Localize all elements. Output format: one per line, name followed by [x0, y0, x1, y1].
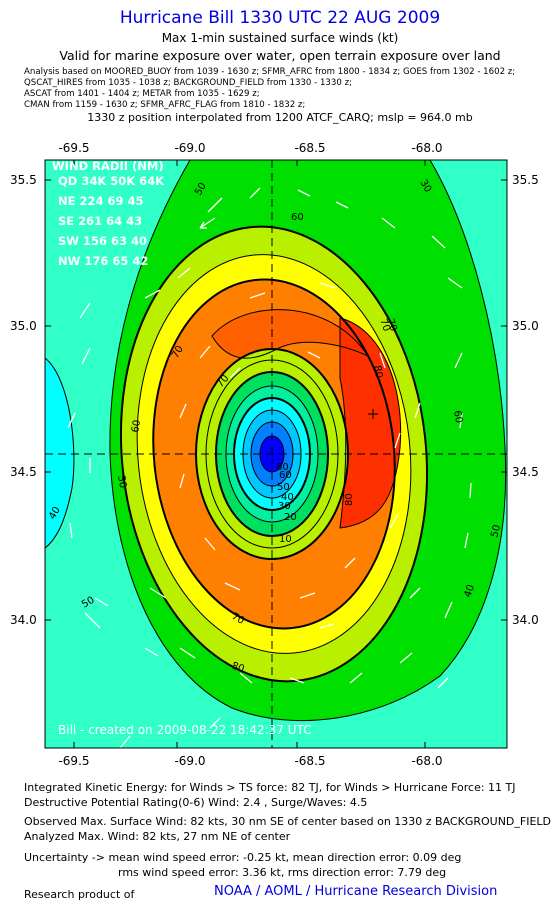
uncertainty-rms-line: rms wind speed error: 3.36 kt, rms direc… — [118, 866, 447, 879]
contour-label: 80 — [344, 493, 355, 506]
lat-tick-label-right: 35.0 — [512, 319, 539, 333]
analysis-sources-line: ASCAT from 1401 - 1404 z; METAR from 103… — [24, 89, 260, 99]
analyzed-max-line: Analyzed Max. Wind: 82 kts, 27 nm NE of … — [24, 830, 291, 843]
wind-vectors — [67, 187, 472, 748]
contour-label: 60 — [291, 212, 304, 223]
map-title: Hurricane Bill 1330 UTC 22 AUG 2009 — [119, 8, 441, 28]
lon-tick-label-bottom: -69.5 — [58, 754, 89, 768]
contour-label: 60 — [279, 470, 292, 481]
contour-label: 30 — [278, 501, 291, 512]
lon-tick-label-bottom: -69.0 — [174, 754, 205, 768]
ike-line: Integrated Kinetic Energy: for Winds > T… — [24, 781, 516, 794]
wind-radii-row-sw: SW 156 63 40 — [58, 234, 147, 248]
wind-radii-table: WIND RADII (NM) QD 34K 50K 64K NE 224 69… — [52, 159, 165, 268]
dpr-line: Destructive Potential Rating(0-6) Wind: … — [24, 796, 368, 809]
contour-label: 60 — [276, 462, 289, 473]
analysis-sources-line: QSCAT_HIRES from 1035 - 1038 z; BACKGROU… — [24, 78, 352, 88]
research-label: Research product of — [24, 888, 135, 901]
wind-radii-row-nw: NW 176 65 42 — [58, 254, 148, 268]
lon-tick-label-bottom: -68.0 — [411, 754, 442, 768]
org-link[interactable]: NOAA / AOML / Hurricane Research Divisio… — [214, 884, 498, 899]
contour-labels: 30 40 50 60 70 80 70 60 50 40 30 20 10 5… — [47, 178, 503, 675]
contour-40 — [109, 160, 507, 722]
wind-radii-title: WIND RADII (NM) — [52, 159, 164, 173]
wind-radii-header: QD 34K 50K 64K — [58, 174, 165, 188]
swath-red — [340, 318, 401, 528]
lat-tick-label-left: 34.0 — [10, 613, 37, 627]
analysis-sources-line: CMAN from 1159 - 1630 z; SFMR_AFRC_FLAG … — [24, 100, 306, 110]
contour-label: 10 — [279, 534, 292, 545]
validity-note: Valid for marine exposure over water, op… — [59, 48, 501, 63]
contour-label: 70 — [384, 317, 399, 333]
lat-tick-label-right: 34.5 — [512, 465, 539, 479]
wind-radii-row-ne: NE 224 69 45 — [58, 194, 144, 208]
contour-label: 40 — [462, 583, 477, 599]
map-subtitle: Max 1-min sustained surface winds (kt) — [161, 31, 399, 45]
contour-label: 80 — [230, 660, 246, 675]
contour-label: 80 — [371, 365, 384, 379]
contour-80 — [339, 317, 402, 529]
contour-label: 50 — [277, 482, 290, 493]
lat-tick-label-left: 34.5 — [10, 465, 37, 479]
plot-frame — [44, 159, 508, 749]
lat-tick-marks — [45, 179, 507, 621]
lon-tick-marks — [73, 160, 426, 748]
lon-tick-label-bottom: -68.5 — [294, 754, 325, 768]
contour-label: 60 — [451, 410, 464, 424]
lon-tick-label-top: -69.5 — [58, 141, 89, 155]
wind-radii-row-se: SE 261 64 43 — [58, 214, 142, 228]
contour-label: 50 — [115, 475, 128, 489]
lat-tick-label-right: 35.5 — [512, 173, 539, 187]
contour-70 — [211, 309, 370, 359]
contour-label: 40 — [281, 492, 294, 503]
lat-tick-label-left: 35.5 — [10, 173, 37, 187]
swath-cyan — [45, 358, 74, 548]
lat-tick-label-right: 34.0 — [512, 613, 539, 627]
lon-tick-label-top: -69.0 — [174, 141, 205, 155]
lat-tick-label-left: 35.0 — [10, 319, 37, 333]
contour-64 — [152, 278, 396, 630]
contour-label: 50 — [489, 524, 503, 539]
uncertainty-mean-line: Uncertainty -> mean wind speed error: -0… — [24, 851, 462, 864]
contour-label: 20 — [284, 512, 297, 523]
map-credit: Bill - created on 2009-08-22 18:42:37 UT… — [58, 723, 312, 737]
lon-tick-label-top: -68.0 — [411, 141, 442, 155]
position-note: 1330 z position interpolated from 1200 A… — [87, 111, 473, 124]
contour-label: 60 — [130, 419, 143, 433]
wind-field-map: -69.5 -69.0 -68.5 -68.0 -69.5 -69.0 -68.… — [10, 141, 539, 768]
contour-60 — [136, 254, 412, 654]
contour-label: 70 — [377, 317, 392, 333]
contour-30 — [45, 357, 75, 549]
lon-tick-label-top: -68.5 — [294, 141, 325, 155]
analysis-sources-line: Analysis based on MOORED_BUOY from 1039 … — [24, 67, 516, 77]
max-wind-marker — [368, 409, 378, 419]
observed-max-line: Observed Max. Surface Wind: 82 kts, 30 n… — [24, 815, 552, 828]
